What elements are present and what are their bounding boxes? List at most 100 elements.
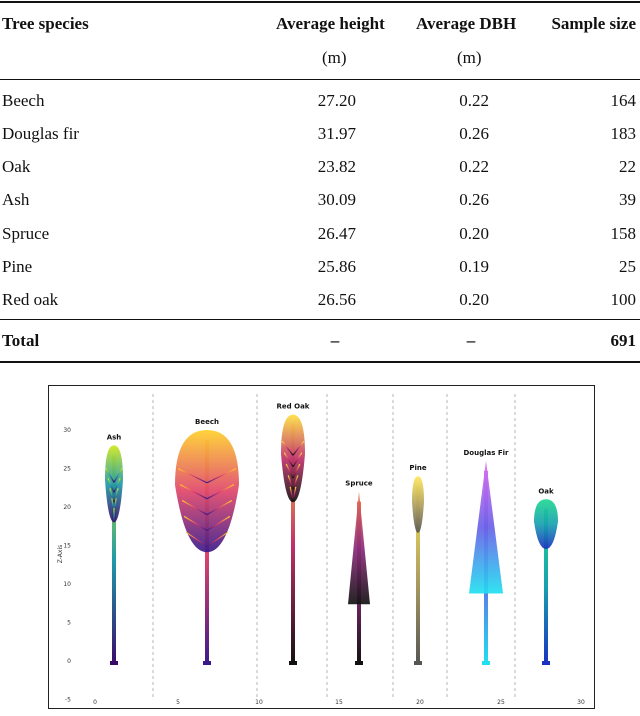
tree-pointcloud-figure: Z-Axis 30 25 20 15 10 5 0 -5 0 5 10 15 20 25 30 Ash Be… <box>48 385 595 709</box>
tree-crown <box>412 476 424 533</box>
header-height-unit: (m) <box>322 48 347 67</box>
tree-trunk <box>291 424 295 665</box>
samples-cell: 183 <box>610 124 637 143</box>
dbh-cell: 0.26 <box>459 124 489 143</box>
tree-trunk <box>416 486 420 665</box>
dbh-cell: 0.20 <box>459 224 489 243</box>
tree-crown <box>469 460 503 594</box>
tree-branch <box>292 463 301 479</box>
x-tick-label: 0 <box>93 699 97 706</box>
tree-ash: Ash <box>105 433 123 665</box>
table-total-rule <box>0 319 640 320</box>
total-label: Total <box>2 331 40 350</box>
tree-branch <box>287 475 294 490</box>
dbh-cell: 0.26 <box>459 190 489 209</box>
tree-name-label: Red Oak <box>277 403 310 411</box>
header-sample-size: Sample size <box>551 14 636 33</box>
x-tick-label: 15 <box>335 699 343 706</box>
y-tick-label: 15 <box>63 543 71 550</box>
height-cell: 30.09 <box>317 190 356 209</box>
tree-branch <box>181 500 208 516</box>
pointcloud-image: Z-Axis 30 25 20 15 10 5 0 -5 0 5 10 15 20 25 30 Ash Be… <box>57 394 585 706</box>
height-cell: 26.56 <box>317 290 356 309</box>
tree-branch <box>107 478 115 493</box>
tree-red-oak: Red Oak <box>277 403 310 665</box>
samples-cell: 100 <box>610 290 637 309</box>
tree-base <box>355 661 363 665</box>
tree-name-label: Douglas Fir <box>464 449 510 457</box>
tree-branch <box>105 468 115 483</box>
dbh-cell: 0.20 <box>459 290 489 309</box>
tree-branch <box>292 475 299 490</box>
tree-branch <box>283 452 294 467</box>
species-cell: Beech <box>2 91 45 110</box>
tree-branch <box>179 484 208 500</box>
tree-trunk <box>205 440 209 665</box>
tree-spruce: Spruce <box>345 480 373 665</box>
tree-crown <box>175 430 239 553</box>
tree-branch <box>281 440 294 456</box>
tree-branch <box>177 468 208 484</box>
x-tick-label: 5 <box>176 699 180 706</box>
tree-branch <box>113 468 123 483</box>
tree-branch <box>292 440 305 456</box>
tree-branch <box>206 531 229 547</box>
samples-cell: 164 <box>610 91 637 110</box>
tree-oak: Oak <box>534 487 558 665</box>
tree-base <box>482 661 490 665</box>
tree-name-label: Oak <box>538 487 554 495</box>
samples-cell: 158 <box>610 224 637 243</box>
samples-cell: 25 <box>619 257 636 276</box>
tree-base <box>110 661 118 665</box>
height-cell: 26.47 <box>317 224 356 243</box>
y-tick-label: 5 <box>67 620 71 627</box>
species-cell: Spruce <box>2 224 50 243</box>
samples-cell: 22 <box>619 157 636 176</box>
tree-crown <box>281 414 305 503</box>
x-tick-label: 25 <box>497 699 505 706</box>
y-tick-label: -5 <box>65 697 71 704</box>
tree-pine: Pine <box>409 464 427 665</box>
dbh-cell: 0.22 <box>459 157 489 176</box>
table-top-rule <box>0 1 640 3</box>
y-tick-label: 25 <box>63 466 71 473</box>
total-height: – <box>330 331 340 350</box>
tree-branch <box>185 531 208 547</box>
tree-trunk <box>112 455 116 665</box>
dbh-cell: 0.19 <box>459 257 489 276</box>
height-cell: 27.20 <box>317 91 356 110</box>
tree-base <box>542 661 550 665</box>
tree-branch <box>206 484 235 500</box>
table-header-rule <box>0 79 640 80</box>
header-dbh-unit: (m) <box>457 48 482 67</box>
tree-crown <box>534 499 558 550</box>
species-cell: Ash <box>2 190 30 209</box>
tree-beech: Beech <box>175 418 239 665</box>
z-axis-label: Z-Axis <box>57 545 64 564</box>
samples-cell: 39 <box>619 190 636 209</box>
y-tick-label: 0 <box>67 658 71 665</box>
tree-branch <box>206 500 233 516</box>
tree-branch <box>292 452 303 467</box>
species-cell: Oak <box>2 157 31 176</box>
species-cell: Pine <box>2 257 33 276</box>
tree-branch <box>183 515 208 531</box>
total-samples: 691 <box>610 331 637 350</box>
tree-base <box>414 661 422 665</box>
tree-base <box>289 661 297 665</box>
tree-name-label: Beech <box>195 418 219 426</box>
species-cell: Douglas fir <box>2 124 79 143</box>
tree-name-label: Spruce <box>345 480 373 488</box>
y-tick-label: 30 <box>63 427 71 434</box>
tree-branch <box>292 486 297 501</box>
tree-branch <box>113 478 121 493</box>
tree-douglas-fir: Douglas Fir <box>464 449 510 665</box>
dbh-cell: 0.22 <box>459 91 489 110</box>
tree-base <box>203 661 211 665</box>
tree-crown <box>348 491 370 605</box>
header-average-dbh: Average DBH <box>416 14 517 33</box>
height-cell: 31.97 <box>317 124 356 143</box>
tree-branch <box>285 463 294 479</box>
tree-branch <box>289 486 294 501</box>
tree-branch <box>206 468 237 484</box>
